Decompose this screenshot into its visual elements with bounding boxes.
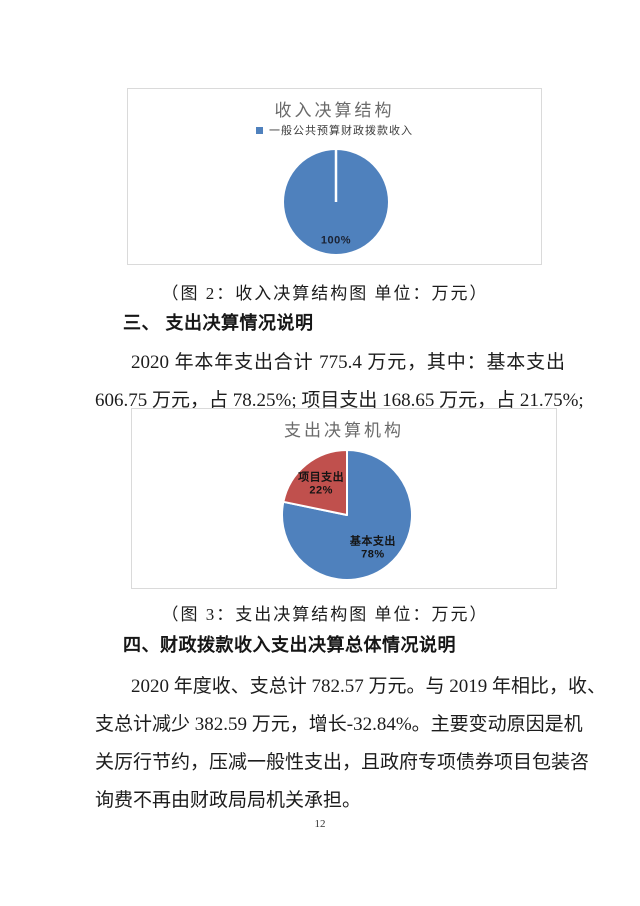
legend-label: 一般公共预算财政拨款收入 [269,125,413,137]
paragraph-line: 关厉行节约，压减一般性支出，且政府专项债券项目包装咨 [95,752,590,773]
expenditure-chart-title: 支出决算机构 [284,421,404,440]
section-4-heading: 四、财政拨款收入支出决算总体情况说明 [123,635,456,655]
paragraph-line: 支总计减少 382.59 万元，增长-32.84%。主要变动原因是机 [95,714,583,735]
expenditure-chart-box: 支出决算机构 基本支出 78% 项目支出 22% [131,408,557,589]
expenditure-pie-chart: 基本支出 78% 项目支出 22% [281,449,413,581]
income-chart-title: 收入决算结构 [274,101,395,120]
legend-color-marker-icon [256,126,263,134]
section-3-heading: 三、 支出决算情况说明 [123,313,314,333]
svg-text:100%: 100% [321,234,351,246]
section-4-paragraph: 2020 年度收、支总计 782.57 万元。与 2019 年相比，收、 支总计… [95,668,607,820]
paragraph-line: 询费不再由财政局局机关承担。 [95,790,362,811]
paragraph-line: 2020 年本年支出合计 775.4 万元，其中：基本支出 [131,352,565,373]
income-chart-box: 收入决算结构 一般公共预算财政拨款收入 100% [127,88,542,265]
paragraph-line: 2020 年度收、支总计 782.57 万元。与 2019 年相比，收、 [131,676,607,697]
income-pie-chart: 100% [284,150,388,254]
figure-2-caption: （图 2：收入决算结构图 单位：万元） [161,284,489,303]
page-number: 12 [314,818,326,830]
section-3-paragraph: 2020 年本年支出合计 775.4 万元，其中：基本支出 606.75 万元，… [95,344,584,420]
paragraph-line: 606.75 万元，占 78.25%; 项目支出 168.65 万元，占 21.… [95,390,584,411]
income-chart-legend: 一般公共预算财政拨款收入 [128,122,541,138]
figure-3-caption: （图 3：支出决算结构图 单位：万元） [161,605,489,624]
